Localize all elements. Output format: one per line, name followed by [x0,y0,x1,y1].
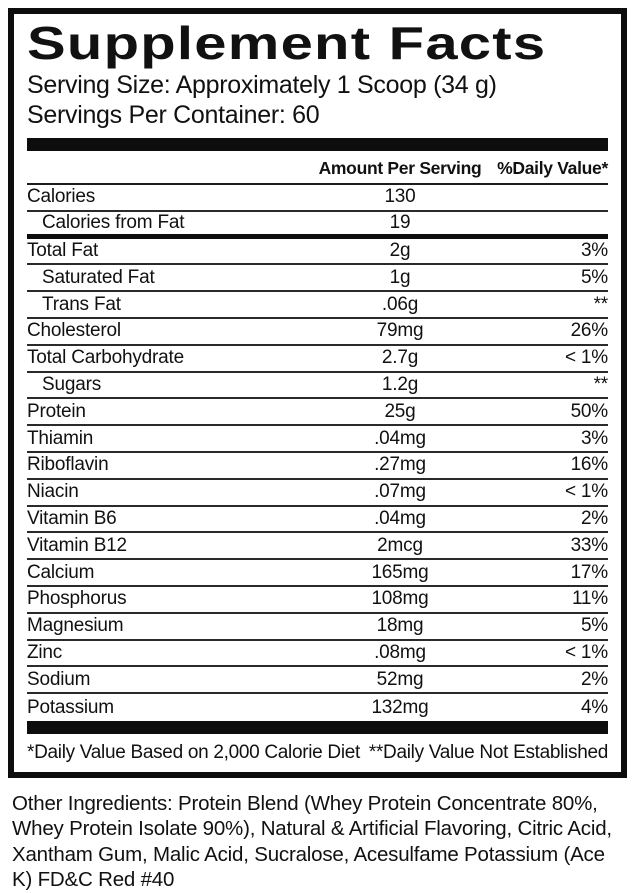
nutrition-rows: Calories 130 Calories from Fat 19 Total … [27,185,608,721]
nutrient-row: Vitamin B6 .04mg 2% [27,507,608,534]
nutrient-name: Total Carbohydrate [27,347,184,369]
nutrient-name: Niacin [27,481,79,503]
nutrient-row: Saturated Fat 1g 5% [27,265,608,293]
other-ingredients-text: Other Ingredients: Protein Blend (Whey P… [12,791,612,892]
nutrient-name: Total Fat [27,239,99,261]
nutrient-name: Saturated Fat [42,266,155,288]
nutrient-daily-value: 5% [580,266,608,288]
nutrient-daily-value: 33% [570,534,609,556]
nutrient-row: Total Fat 2g 3% [27,239,608,266]
nutrient-row: Trans Fat .06g ** [27,292,608,319]
nutrient-row: Vitamin B12 2mcg 33% [27,533,609,561]
nutrient-row: Calories 130 [27,185,608,212]
nutrient-name: Sodium [27,668,91,690]
nutrient-amount: 2g [389,239,411,261]
column-header-daily-value: %Daily Value* [497,158,608,178]
nutrient-amount: 2.7g [381,347,419,369]
nutrient-amount: .08mg [374,641,426,663]
nutrient-row: Potassium 132mg 4% [27,694,608,721]
column-header-amount: Amount Per Serving [318,158,482,178]
nutrient-amount: 132mg [371,696,429,718]
nutrient-amount: 130 [384,186,416,208]
nutrient-daily-value: ** [593,293,609,315]
nutrient-daily-value: 17% [570,561,609,583]
footnotes-row: *Daily Value Based on 2,000 Calorie Diet… [27,734,608,770]
nutrient-name: Magnesium [27,615,124,637]
serving-size-line: Serving Size: Approximately 1 Scoop (34 … [27,71,497,99]
nutrient-name: Trans Fat [42,293,121,315]
nutrient-amount: 1.2g [381,373,419,395]
nutrient-name: Phosphorus [27,588,127,610]
nutrient-row: Magnesium 18mg 5% [27,614,608,641]
table-header-row: Amount Per Serving %Daily Value* [27,151,608,185]
nutrient-amount: 2mcg [377,534,423,556]
supplement-facts-panel: Supplement Facts Serving Size: Approxima… [8,8,627,778]
nutrient-row: Cholesterol 79mg 26% [27,319,608,346]
nutrient-amount: 79mg [376,320,424,342]
servings-per-container-line: Servings Per Container: 60 [27,101,320,129]
nutrient-daily-value: 26% [570,320,609,342]
nutrient-name: Sugars [42,373,102,395]
nutrient-daily-value: 4% [580,696,608,718]
nutrient-amount: .06g [381,293,419,315]
nutrient-name: Thiamin [27,427,94,449]
nutrient-name: Protein [27,400,86,422]
nutrient-daily-value: 50% [570,400,609,422]
nutrient-row: Niacin .07mg < 1% [27,480,608,507]
nutrient-amount: 52mg [376,668,424,690]
nutrient-amount: 18mg [376,615,424,637]
nutrient-amount: 1g [389,266,411,288]
nutrient-amount: .04mg [374,427,426,449]
nutrient-name: Vitamin B12 [27,534,127,556]
nutrient-daily-value: 2% [580,507,608,529]
nutrient-name: Calories from Fat [42,211,185,233]
nutrient-daily-value: 3% [580,427,608,449]
nutrient-row: Thiamin .04mg 3% [27,426,608,453]
nutrient-row: Sodium 52mg 2% [27,667,608,695]
nutrient-name: Calcium [27,561,95,583]
nutrient-amount: .04mg [374,507,426,529]
nutrient-name: Zinc [27,641,63,663]
nutrient-row: Calcium 165mg 17% [27,560,608,587]
nutrient-amount: 19 [389,211,411,233]
thick-divider-top [27,138,608,151]
nutrient-daily-value: < 1% [564,481,608,503]
nutrient-row: Phosphorus 108mg 11% [27,587,608,614]
footnote-daily-value-basis: *Daily Value Based on 2,000 Calorie Diet [27,741,361,763]
nutrient-amount: .27mg [374,454,426,476]
nutrient-name: Cholesterol [27,320,121,342]
nutrient-daily-value: 2% [580,668,608,690]
nutrient-row: Calories from Fat 19 [27,212,608,239]
nutrient-name: Calories [27,186,96,208]
nutrient-name: Riboflavin [27,454,109,476]
nutrient-row: Zinc .08mg < 1% [27,641,608,668]
nutrient-amount: 165mg [371,561,429,583]
thick-divider-bottom [27,720,608,734]
nutrient-daily-value: 11% [571,588,608,610]
nutrient-amount: 25g [384,400,416,422]
nutrient-daily-value: 3% [580,239,608,261]
nutrient-name: Potassium [27,696,114,718]
nutrient-daily-value: 5% [580,615,608,637]
nutrient-row: Riboflavin .27mg 16% [27,453,608,480]
nutrient-amount: 108mg [371,588,429,610]
footnote-not-established: **Daily Value Not Established [368,741,608,763]
panel-title: Supplement Facts [27,17,547,69]
supplement-label-page: Supplement Facts Serving Size: Approxima… [0,8,634,893]
nutrient-row: Protein 25g 50% [27,399,609,427]
nutrient-row: Sugars 1.2g ** [27,373,608,400]
nutrient-name: Vitamin B6 [27,507,117,529]
nutrient-amount: .07mg [374,481,426,503]
nutrient-row: Total Carbohydrate 2.7g < 1% [27,346,608,373]
nutrient-daily-value: 16% [570,454,609,476]
nutrient-daily-value: ** [593,373,609,395]
nutrient-daily-value: < 1% [564,641,608,663]
nutrient-daily-value: < 1% [564,347,608,369]
